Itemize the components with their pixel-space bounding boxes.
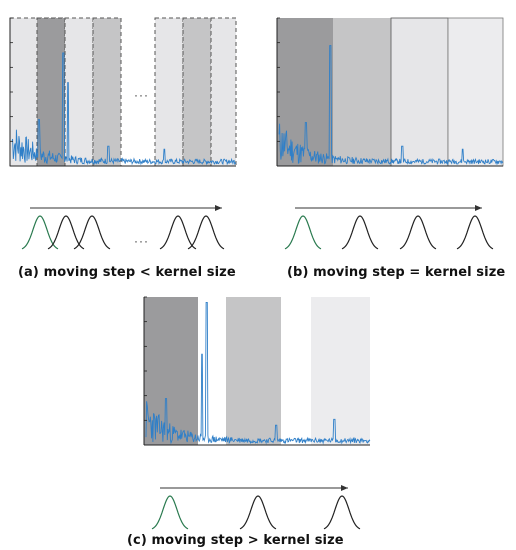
kernel-curve-5 [187,215,225,250]
kernel-curve-1 [151,495,189,530]
window-3 [311,297,370,445]
signal-trace [11,52,237,166]
kernel-curve-3 [399,215,437,250]
kernel-curve-3 [323,495,361,530]
panel-c-caption: (c) moving step > kernel size [127,533,344,548]
signal-trace [145,301,371,445]
window-3 [64,17,94,167]
panel-b-caption: (b) moving step = kernel size [287,265,506,280]
window-4 [92,17,122,167]
kernel-curve-2 [239,495,277,530]
panel-a-plot [9,17,237,167]
window-5 [154,17,184,167]
window-2 [333,18,391,166]
panel-a-kernel-ellipsis: ··· [134,234,149,248]
kernel-curve-1 [21,215,59,250]
kernel-curve-4 [456,215,494,250]
panel-a-caption: (a) moving step < kernel size [18,265,236,280]
panel-b-plot [276,17,504,167]
panel-c-plot [143,296,371,446]
window-7 [210,17,237,167]
window-6 [182,17,212,167]
window-3 [390,17,449,167]
kernel-curve-2 [47,215,85,250]
panel-a-kernels [21,205,225,250]
kernel-curve-2 [341,215,379,250]
window-2 [226,297,281,445]
kernel-curve-3 [73,215,111,250]
window-2 [36,17,66,167]
panel-b: (b) moving step = kernel size [270,0,516,290]
window-4 [447,17,504,167]
panel-c-kernels [151,485,361,530]
kernel-curve-1 [284,215,322,250]
panel-b-kernels [284,205,494,250]
kernel-curve-4 [159,215,197,250]
panel-a: ··· ··· (a) moving step < kernel size [0,0,250,290]
panel-c: (c) moving step > kernel size [127,285,390,550]
signal-trace [278,45,504,166]
panel-a-gap-ellipsis: ··· [134,88,149,102]
